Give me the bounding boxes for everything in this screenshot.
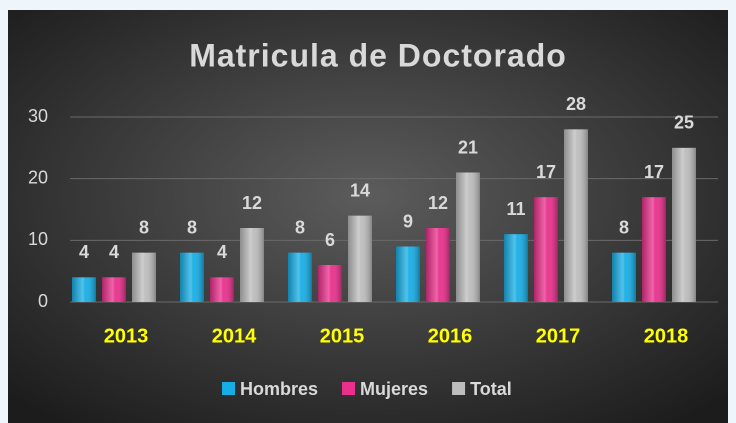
data-label: 25 bbox=[674, 113, 694, 133]
bar-shine bbox=[318, 265, 342, 302]
bar-shine bbox=[612, 252, 636, 302]
data-label: 8 bbox=[187, 217, 197, 237]
legend-marker bbox=[342, 382, 356, 395]
bar-shine bbox=[132, 252, 156, 302]
bar-shine bbox=[102, 277, 126, 302]
legend-label: Hombres bbox=[240, 379, 318, 399]
data-label: 12 bbox=[242, 193, 262, 213]
bar-shine bbox=[210, 277, 234, 302]
bar-shine bbox=[240, 228, 264, 302]
x-tick-label: 2013 bbox=[104, 325, 149, 347]
data-label: 4 bbox=[217, 242, 227, 262]
bar-shine bbox=[642, 197, 666, 302]
data-label: 17 bbox=[536, 162, 556, 182]
data-label: 28 bbox=[566, 94, 586, 114]
bar-shine bbox=[348, 215, 372, 302]
data-label: 6 bbox=[325, 230, 335, 250]
data-label: 8 bbox=[139, 217, 149, 237]
bar-shine bbox=[426, 228, 450, 302]
bar-shine bbox=[396, 246, 420, 302]
x-tick-label: 2014 bbox=[212, 325, 257, 347]
legend-label: Total bbox=[470, 379, 512, 399]
chart-title: Matricula de Doctorado bbox=[189, 37, 567, 73]
y-tick-label: 0 bbox=[38, 291, 48, 311]
bar-shine bbox=[456, 172, 480, 302]
bar-shine bbox=[564, 129, 588, 302]
bar-shine bbox=[180, 252, 204, 302]
data-label: 9 bbox=[403, 211, 413, 231]
x-tick-label: 2017 bbox=[536, 325, 581, 347]
bar-shine bbox=[288, 252, 312, 302]
y-tick-label: 30 bbox=[28, 106, 48, 126]
y-tick-label: 20 bbox=[28, 167, 48, 187]
bar-shine bbox=[672, 147, 696, 302]
data-label: 17 bbox=[644, 162, 664, 182]
x-tick-label: 2016 bbox=[428, 325, 473, 347]
legend-label: Mujeres bbox=[360, 379, 428, 399]
legend-marker bbox=[222, 382, 235, 395]
x-tick-label: 2015 bbox=[320, 325, 365, 347]
bar-shine bbox=[504, 234, 528, 302]
bar-shine bbox=[72, 277, 96, 302]
data-label: 11 bbox=[506, 199, 525, 219]
x-tick-label: 2018 bbox=[644, 325, 689, 347]
data-label: 8 bbox=[295, 217, 305, 237]
data-label: 4 bbox=[109, 242, 119, 262]
data-label: 4 bbox=[79, 242, 89, 262]
y-tick-label: 10 bbox=[28, 229, 48, 249]
data-label: 14 bbox=[350, 180, 370, 200]
legend-marker bbox=[452, 382, 466, 395]
data-label: 21 bbox=[458, 137, 478, 157]
data-label: 8 bbox=[619, 217, 629, 237]
data-label: 12 bbox=[428, 193, 448, 213]
bar-shine bbox=[534, 197, 558, 302]
